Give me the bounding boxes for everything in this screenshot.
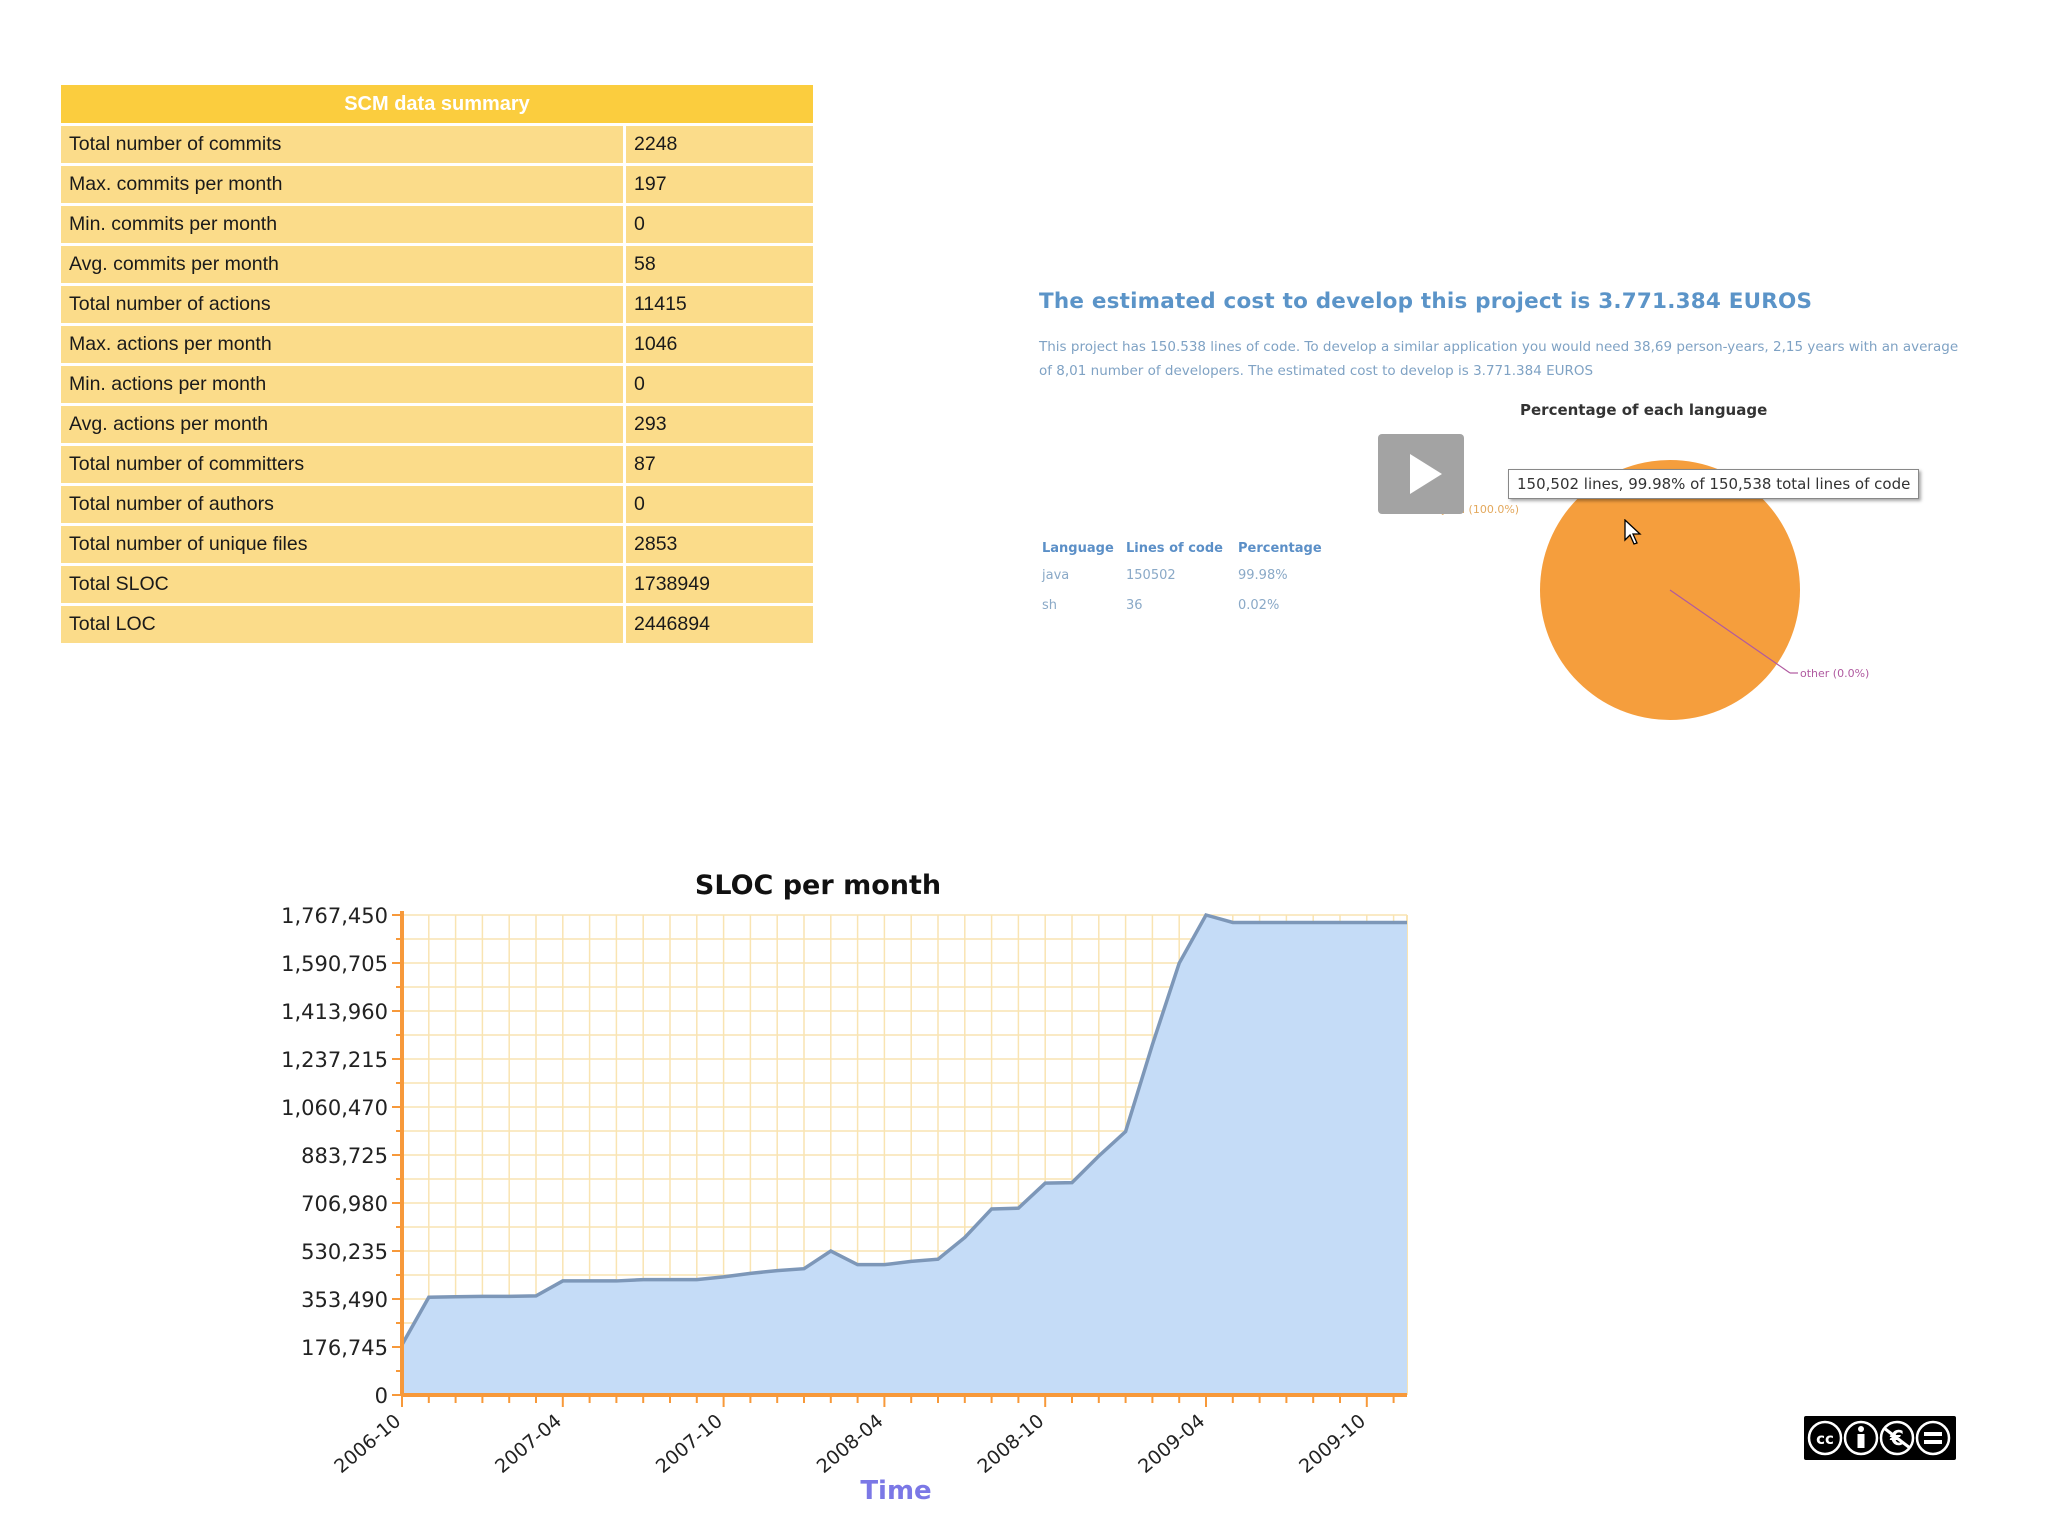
play-button[interactable] [1378,434,1464,514]
x-tick-label: 2007-04 [491,1410,566,1478]
table-row: Min. actions per month 0 [61,366,813,403]
pie-tooltip: 150,502 lines, 99.98% of 150,538 total l… [1508,469,1920,499]
lines-header: Lines of code [1126,540,1223,556]
table-row: Avg. actions per month 293 [61,406,813,443]
table-row: Avg. commits per month 58 [61,246,813,283]
y-tick-label: 706,980 [301,1192,388,1216]
table-row: Total number of commits 2248 [61,126,813,163]
sloc-chart: 0 176,745 353,490 530,235 706,980 883,725 1,06… [281,870,1408,1506]
lines-cell: 150502 [1126,567,1176,583]
summary-value: 1046 [626,326,813,363]
table-row: Total SLOC 1738949 [61,566,813,603]
summary-value: 1738949 [626,566,813,603]
summary-value: 58 [626,246,813,283]
scm-summary-body: Total number of commits 2248 Max. commits … [61,126,813,643]
table-row: Total number of unique files 2853 [61,526,813,563]
summary-label: Avg. commits per month [61,246,626,283]
language-cell: sh [1042,597,1058,613]
creative-commons-by-nc-nd-icon: cc € [1804,1416,1956,1460]
summary-value: 2248 [626,126,813,163]
scm-summary-title: SCM data summary [61,85,813,123]
summary-value: 0 [626,366,813,403]
summary-label: Total number of commits [61,126,626,163]
table-row: Total number of committers 87 [61,446,813,483]
summary-value: 2853 [626,526,813,563]
cost-estimate-description: This project has 150.538 lines of code. … [1039,339,1959,379]
chart-title: SLOC per month [695,870,941,901]
pie-slice-other[interactable] [1669,589,1791,674]
summary-value: 11415 [626,286,813,323]
pie-label-other: other (0.0%) [1800,667,1869,680]
y-tick-label: 1,060,470 [281,1096,388,1120]
summary-label: Max. commits per month [61,166,626,203]
summary-label: Total number of unique files [61,526,626,563]
x-tick-label: 2008-04 [813,1410,888,1478]
chart-axes [392,911,1407,1407]
sloc-line [400,912,1407,1346]
y-tick-label: 1,767,450 [281,904,388,928]
table-row: Min. commits per month 0 [61,206,813,243]
summary-value: 2446894 [626,606,813,643]
table-row: Total LOC 2446894 [61,606,813,643]
y-tick-label: 883,725 [301,1144,388,1168]
table-row: Total number of authors 0 [61,486,813,523]
summary-label: Avg. actions per month [61,406,626,443]
language-pie-chart[interactable]: other (0.0%) java (100.0%) [1420,440,1900,740]
y-tick-label: 176,745 [301,1336,388,1360]
table-row: Max. actions per month 1046 [61,326,813,363]
language-table: Language Lines of code Percentage java 1… [1040,536,1330,620]
language-cell: java [1042,567,1070,583]
y-tick-label: 1,413,960 [281,1000,388,1024]
summary-value: 0 [626,486,813,523]
lines-cell: 36 [1126,597,1143,613]
summary-value: 87 [626,446,813,483]
table-row: Total number of actions 11415 [61,286,813,323]
summary-label: Min. commits per month [61,206,626,243]
mouse-pointer-icon [1624,519,1642,545]
percentage-cell: 99.98% [1238,567,1288,583]
table-row: java 150502 99.98% [1040,560,1330,590]
x-tick-label: 2006-10 [330,1410,405,1478]
summary-label: Total number of actions [61,286,626,323]
y-tick-label: 1,237,215 [281,1048,388,1072]
table-row: sh 36 0.02% [1040,590,1330,620]
language-header: Language [1042,540,1114,556]
percentage-header: Percentage [1238,540,1322,556]
x-axis-label: Time [860,1476,931,1506]
percentage-cell: 0.02% [1238,597,1280,613]
language-table-header: Language Lines of code Percentage [1040,536,1330,560]
scm-summary-table: SCM data summary Total number of commits… [61,85,813,646]
y-tick-label: 530,235 [301,1240,388,1264]
y-tick-label: 1,590,705 [281,952,388,976]
svg-text:cc: cc [1816,1430,1834,1448]
summary-value: 293 [626,406,813,443]
x-tick-label: 2009-04 [1134,1410,1209,1478]
cost-estimate-title: The estimated cost to develop this proje… [1039,289,1813,314]
summary-label: Max. actions per month [61,326,626,363]
x-tick-labels: 2006-10 2007-04 2007-10 2008-04 2008-10 2009-… [330,1410,1370,1478]
x-tick-label: 2009-10 [1295,1410,1370,1478]
summary-label: Total number of committers [61,446,626,483]
y-tick-label: 353,490 [301,1288,388,1312]
play-icon [1410,454,1442,494]
language-pie-title: Percentage of each language [1520,401,1768,419]
summary-label: Total LOC [61,606,626,643]
summary-label: Total number of authors [61,486,626,523]
y-tick-labels: 0 176,745 353,490 530,235 706,980 883,725 1,06… [281,904,388,1408]
summary-label: Min. actions per month [61,366,626,403]
summary-value: 0 [626,206,813,243]
x-tick-label: 2008-10 [973,1410,1048,1478]
table-row: Max. commits per month 197 [61,166,813,203]
summary-label: Total SLOC [61,566,626,603]
summary-value: 197 [626,166,813,203]
x-tick-label: 2007-10 [652,1410,727,1478]
y-tick-label: 0 [375,1384,388,1408]
